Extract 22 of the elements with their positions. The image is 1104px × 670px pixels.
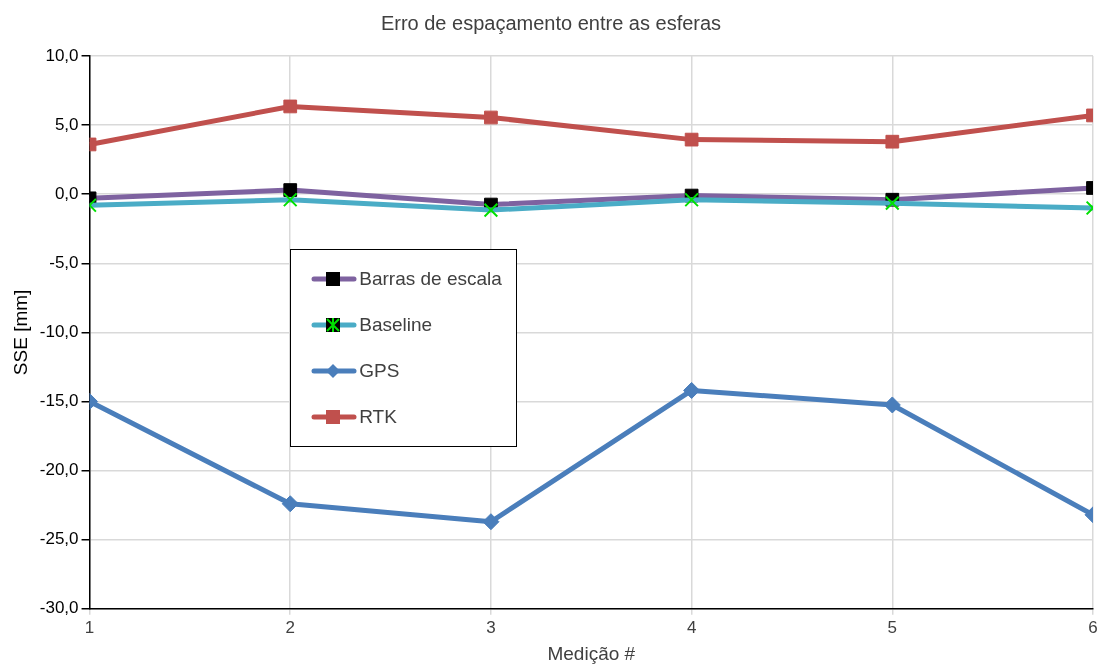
x-tick-label: 1 bbox=[84, 617, 95, 637]
y-tick-label: 0,0 bbox=[54, 183, 79, 203]
y-tick-label: -5,0 bbox=[49, 252, 79, 272]
y-tick-label: 10,0 bbox=[45, 45, 79, 65]
y-tick-label: -30,0 bbox=[39, 598, 79, 618]
x-tick-label: 3 bbox=[486, 617, 496, 637]
chart-title: Erro de espaçamento entre as esferas bbox=[380, 11, 722, 34]
x-tick-label: 4 bbox=[686, 617, 697, 637]
legend-label: Baseline bbox=[359, 314, 433, 337]
y-tick-label: -15,0 bbox=[39, 391, 79, 411]
legend-label: GPS bbox=[359, 360, 400, 383]
y-tick-label: -10,0 bbox=[39, 322, 79, 342]
x-axis-title: Medição # bbox=[547, 642, 636, 664]
x-tick-label: 2 bbox=[285, 617, 295, 637]
legend-label: Barras de escala bbox=[359, 268, 502, 291]
x-tick-label: 5 bbox=[887, 617, 898, 637]
y-axis-title: SSE [mm] bbox=[9, 289, 31, 376]
y-tick-label: -25,0 bbox=[39, 529, 79, 549]
y-tick-label: -20,0 bbox=[39, 460, 79, 480]
x-tick-label: 6 bbox=[1088, 617, 1098, 637]
y-tick-label: 5,0 bbox=[54, 114, 79, 134]
legend-label: RTK bbox=[359, 406, 397, 429]
